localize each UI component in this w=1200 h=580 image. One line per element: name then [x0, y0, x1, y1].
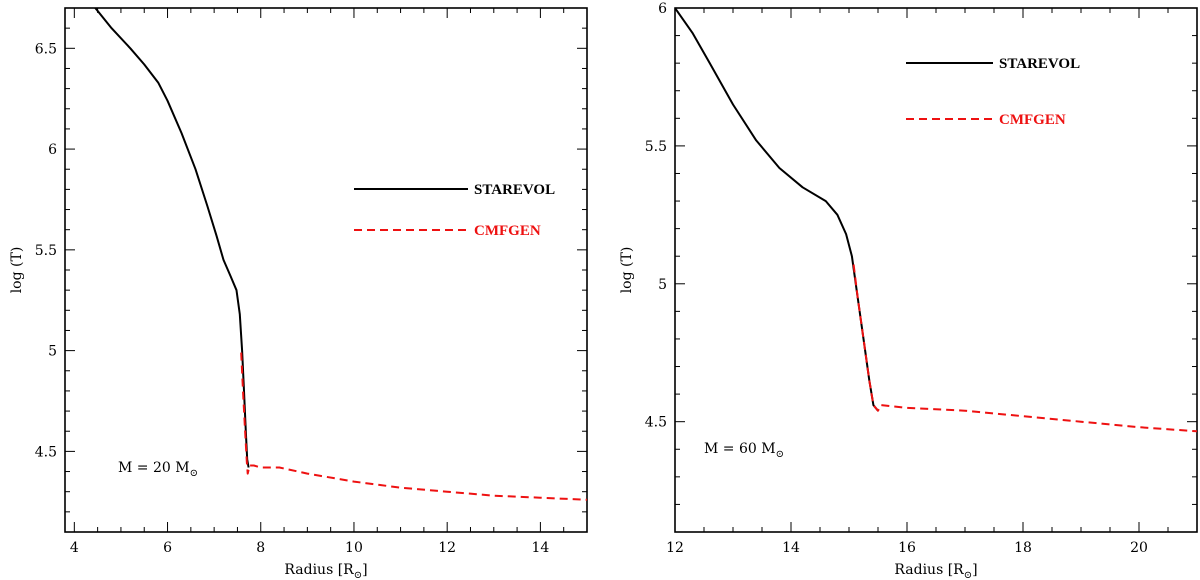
x-tick-label: 12 [666, 540, 684, 556]
y-tick-label: 5 [48, 344, 57, 360]
mass-annotation: M = 20 M⊙ [118, 460, 198, 479]
mass-annotation: M = 60 M⊙ [704, 441, 784, 460]
x-tick-label: 4 [70, 540, 79, 556]
y-tick-label: 4.5 [35, 444, 57, 460]
y-tick-label: 5.5 [645, 139, 667, 155]
series-line-starevol [675, 8, 879, 412]
x-tick-label: 14 [531, 540, 549, 556]
legend-label-cmfgen: CMFGEN [474, 223, 541, 239]
x-tick-label: 16 [898, 540, 916, 556]
legend-label-starevol: STAREVOL [474, 182, 555, 198]
series-line-cmfgen [240, 352, 587, 501]
y-tick-label: 4.5 [645, 415, 667, 431]
x-tick-label: 12 [438, 540, 456, 556]
y-tick-label: 5.5 [35, 243, 57, 259]
y-tick-label: 6 [658, 1, 667, 17]
plot-frame [64, 7, 588, 533]
y-tick-label: 5 [658, 277, 667, 293]
y-tick-label: 6 [48, 142, 57, 158]
right-panel-m60: 12 14 16 18 20 4.5 5 5.5 6 Radius [R⊙] log (T) STAR… [619, 1, 1198, 580]
left-panel-m20: 4 6 8 10 12 14 4.5 5 5.5 6 6.5 Radius [R⊙] log (T) ST… [9, 7, 588, 580]
legend-label-starevol: STAREVOL [999, 56, 1080, 72]
series-line-cmfgen [852, 264, 1197, 433]
x-tick-label: 20 [1130, 540, 1148, 556]
x-tick-label: 18 [1014, 540, 1032, 556]
x-tick-label: 6 [163, 540, 172, 556]
y-axis-label: log (T) [619, 247, 635, 294]
series-line-starevol [94, 8, 250, 468]
x-tick-label: 10 [345, 540, 363, 556]
x-tick-label: 8 [256, 540, 265, 556]
x-axis-label: Radius [R⊙] [894, 562, 977, 580]
x-axis-label: Radius [R⊙] [284, 562, 367, 580]
y-axis-label: log (T) [9, 247, 25, 294]
legend-label-cmfgen: CMFGEN [999, 112, 1066, 128]
x-tick-label: 14 [782, 540, 800, 556]
y-tick-label: 6.5 [35, 41, 57, 57]
